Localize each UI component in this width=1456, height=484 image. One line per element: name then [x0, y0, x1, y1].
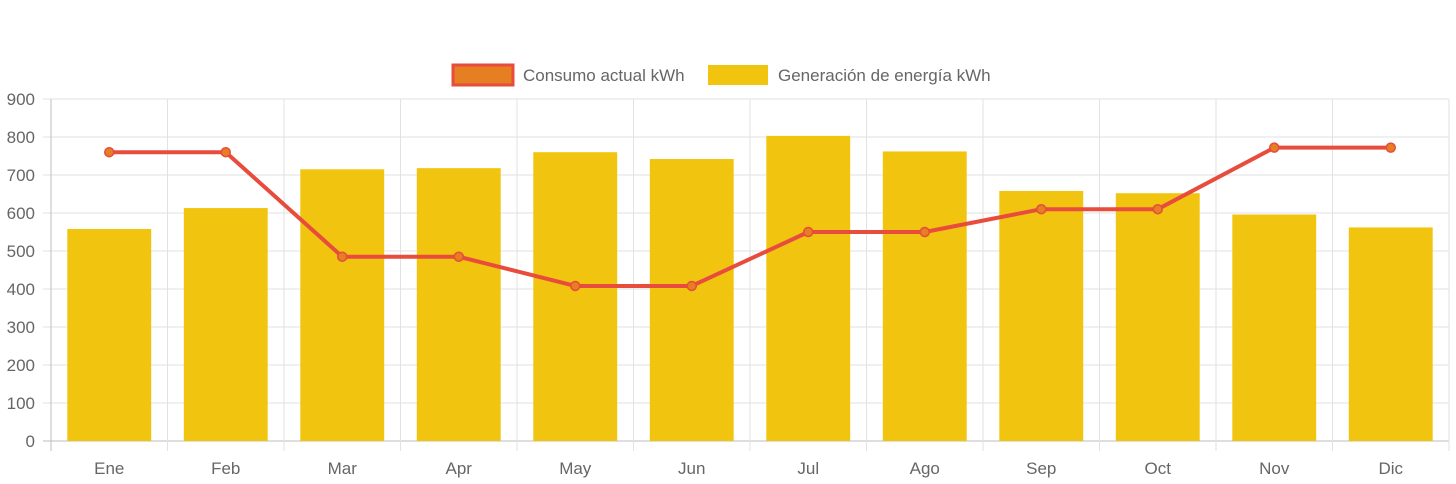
legend: Consumo actual kWh Generación de energía…: [451, 63, 991, 87]
bar-generacion[interactable]: [183, 208, 268, 441]
bar-generacion[interactable]: [416, 168, 501, 441]
y-tick-label: 800: [7, 128, 35, 147]
point-consumo[interactable]: [104, 146, 115, 158]
y-axis: 0 100 200 300 400 500 600 700 800 900: [7, 90, 35, 451]
legend-label-generacion: Generación de energía kWh: [778, 66, 991, 85]
point-consumo[interactable]: [1152, 203, 1163, 215]
point-consumo[interactable]: [220, 146, 231, 158]
bar-generacion[interactable]: [766, 135, 851, 442]
point-consumo[interactable]: [919, 226, 930, 238]
point-consumo[interactable]: [1036, 203, 1047, 215]
x-tick-label: Oct: [1145, 459, 1172, 478]
y-tick-label: 400: [7, 280, 35, 299]
x-tick-label: Apr: [446, 459, 473, 478]
y-tick-label: 700: [7, 166, 35, 185]
point-consumo[interactable]: [1269, 142, 1280, 153]
point-consumo[interactable]: [686, 280, 697, 292]
legend-item-consumo[interactable]: Consumo actual kWh: [451, 63, 685, 87]
bar-series-generacion: [67, 135, 1433, 442]
bar-generacion[interactable]: [533, 152, 618, 441]
bar-generacion[interactable]: [67, 228, 152, 441]
point-consumo[interactable]: [803, 226, 814, 238]
x-tick-label: Nov: [1259, 459, 1290, 478]
x-tick-label: Mar: [328, 459, 358, 478]
point-consumo[interactable]: [453, 251, 464, 262]
x-tick-label: Ene: [94, 459, 124, 478]
legend-label-consumo: Consumo actual kWh: [523, 66, 685, 85]
x-tick-label: Sep: [1026, 459, 1056, 478]
legend-item-generacion[interactable]: Generación de energía kWh: [708, 65, 991, 85]
legend-swatch-consumo: [451, 63, 515, 87]
line-series-consumo: [104, 142, 1396, 292]
y-tick-label: 500: [7, 242, 35, 261]
bar-generacion[interactable]: [649, 159, 734, 442]
x-tick-label: Ago: [910, 459, 940, 478]
y-tick-label: 600: [7, 204, 35, 223]
x-axis: Ene Feb Mar Apr May Jun Jul Ago Sep Oct Nov Dic: [94, 459, 1403, 478]
x-tick-label: Jun: [678, 459, 705, 478]
y-tick-label: 100: [7, 394, 35, 413]
line-consumo: [109, 145, 1391, 288]
point-consumo[interactable]: [570, 280, 581, 292]
legend-swatch-generacion: [708, 65, 768, 85]
x-tick-label: May: [559, 459, 592, 478]
bar-generacion[interactable]: [1115, 193, 1200, 441]
point-consumo[interactable]: [1385, 142, 1396, 153]
grid: [43, 98, 1450, 451]
x-tick-label: Feb: [211, 459, 240, 478]
y-tick-label: 300: [7, 318, 35, 337]
bar-generacion[interactable]: [882, 151, 967, 441]
bar-generacion[interactable]: [1348, 227, 1433, 441]
x-tick-label: Jul: [797, 459, 819, 478]
bar-generacion[interactable]: [999, 190, 1084, 441]
y-tick-label: 0: [26, 432, 35, 451]
y-tick-label: 200: [7, 356, 35, 375]
bar-generacion[interactable]: [1232, 214, 1317, 441]
x-tick-label: Dic: [1378, 459, 1403, 478]
bar-generacion[interactable]: [300, 169, 385, 442]
y-tick-label: 900: [7, 90, 35, 109]
point-consumo[interactable]: [337, 251, 348, 262]
